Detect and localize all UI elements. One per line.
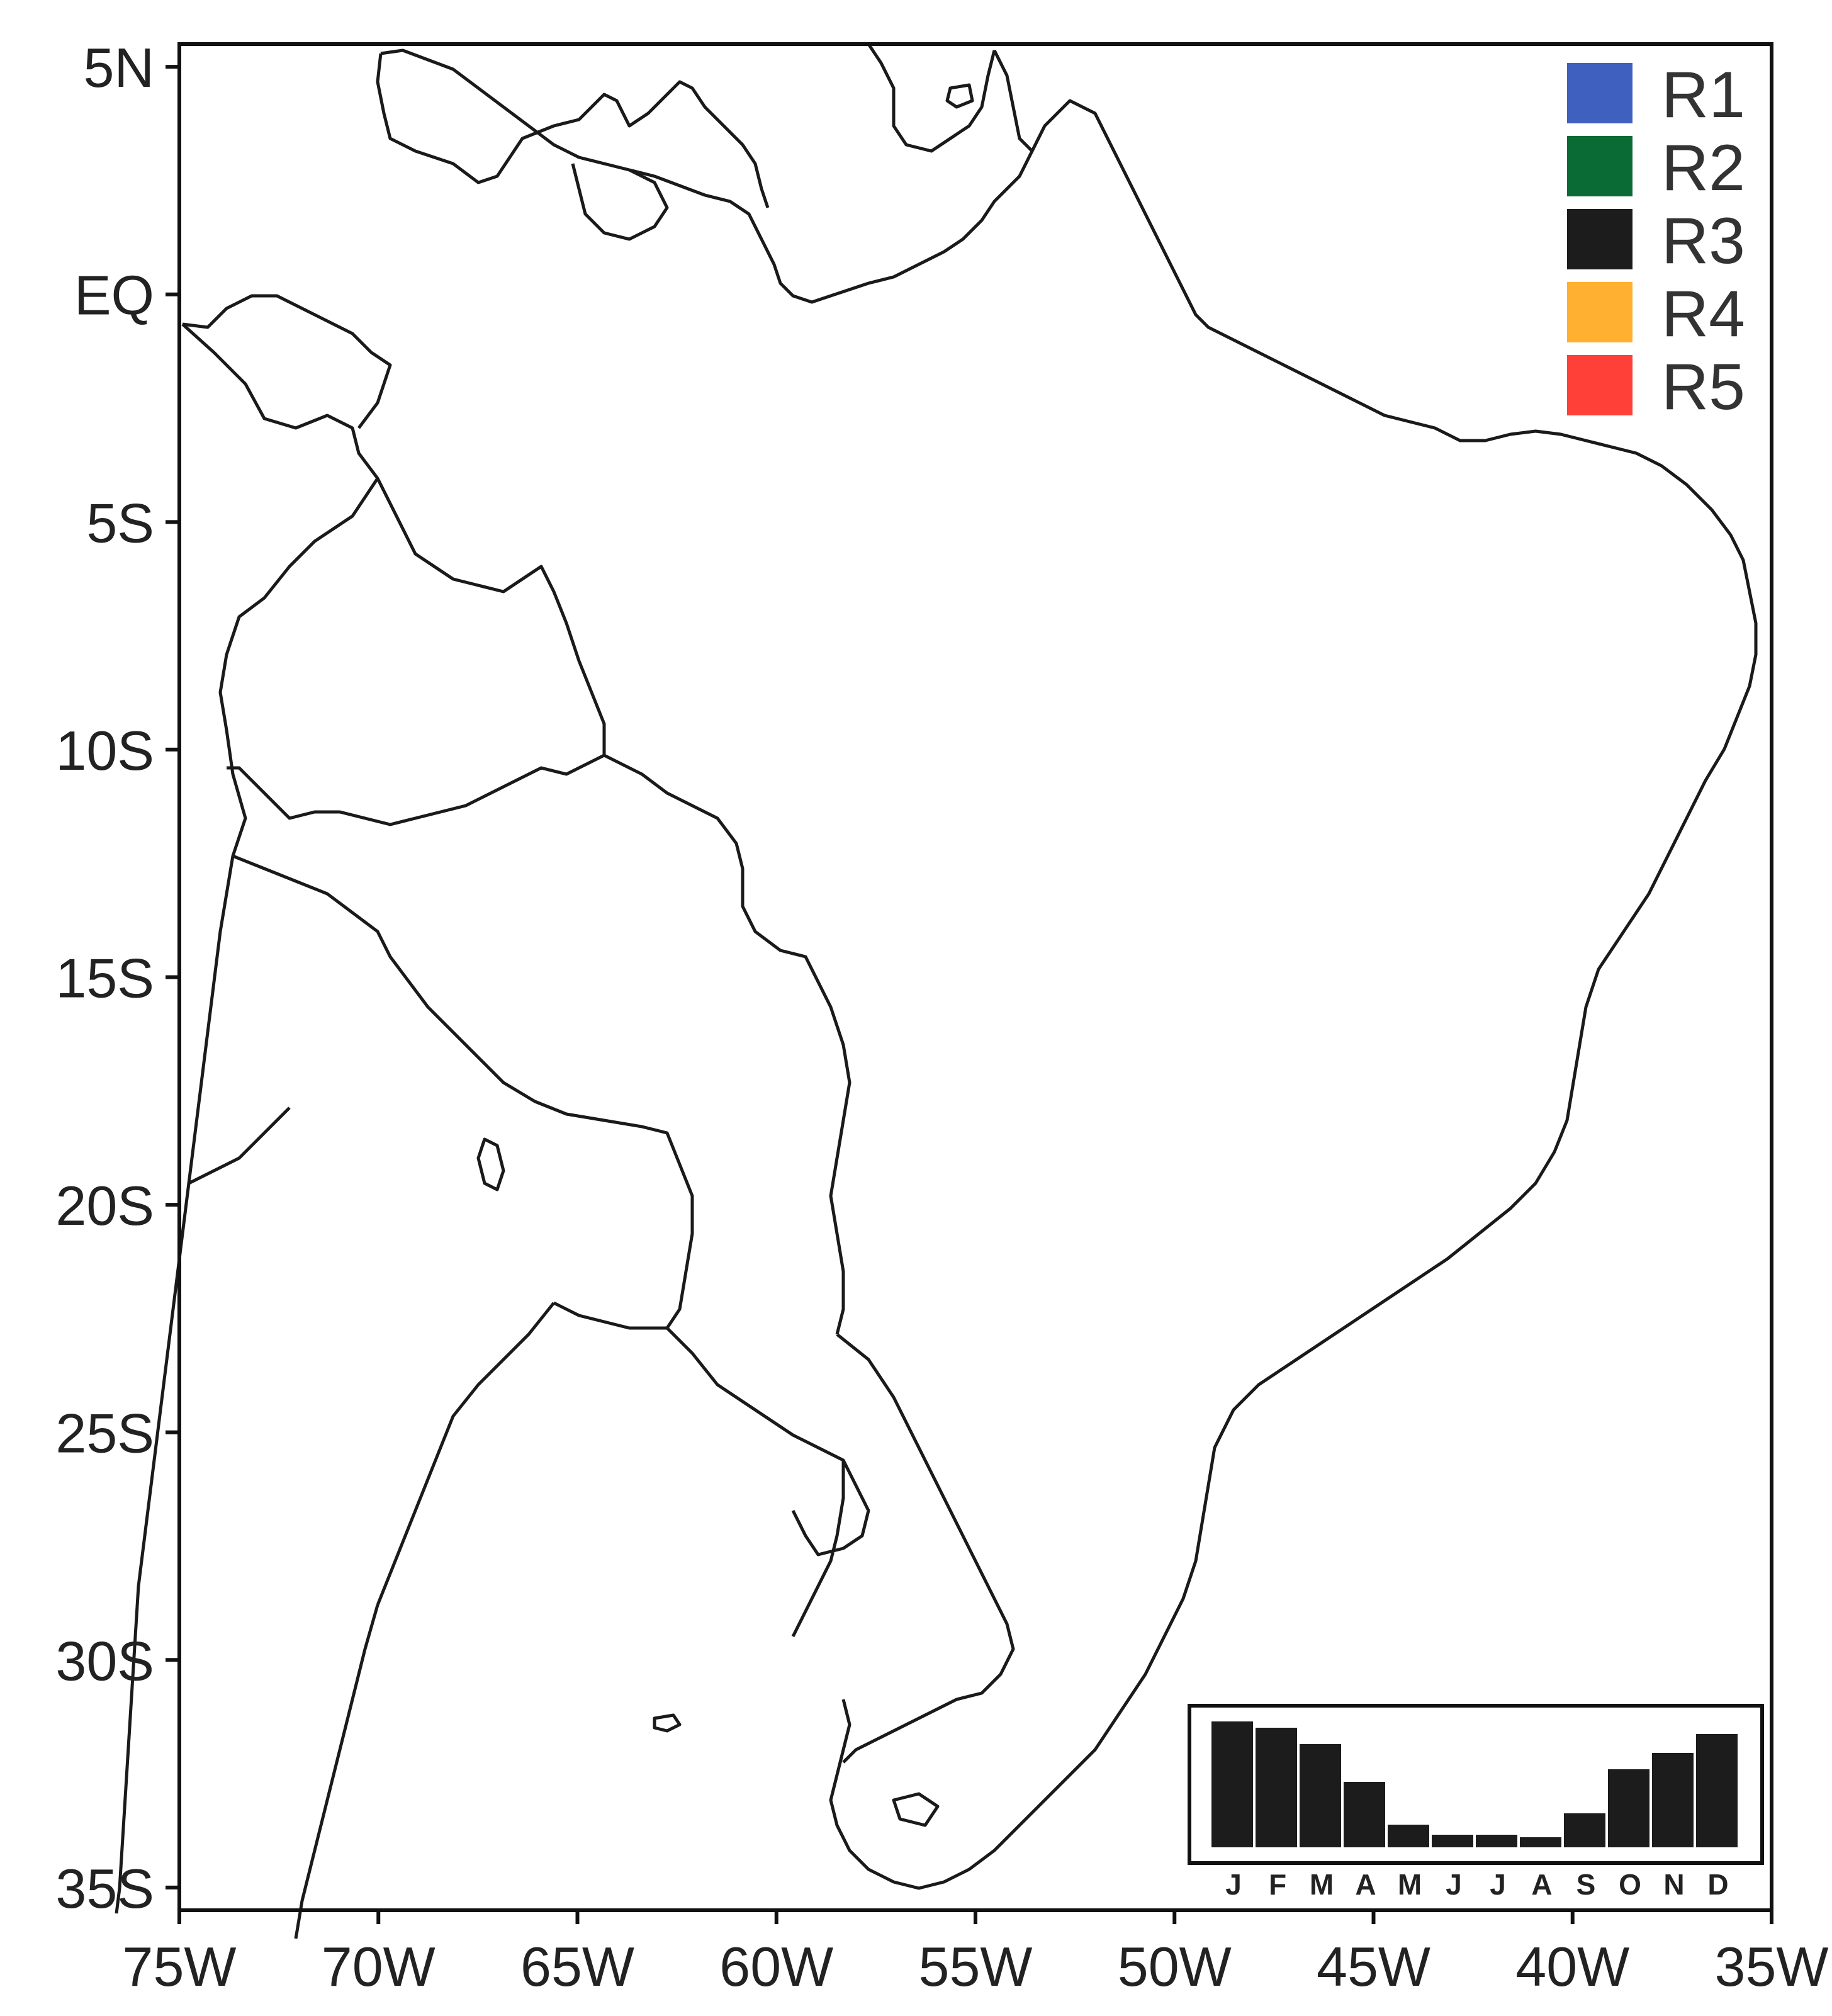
inset-bar xyxy=(1608,1769,1649,1847)
country-borders xyxy=(182,43,1033,1939)
legend-label-R3: R3 xyxy=(1661,205,1745,278)
inset-bar xyxy=(1564,1813,1605,1847)
y-tick-label: 5N xyxy=(84,37,155,99)
legend-label-R2: R2 xyxy=(1661,132,1745,205)
inset-month-label: D xyxy=(1707,1868,1728,1901)
x-tick-label: 35W xyxy=(1715,1935,1829,1998)
inset-bar xyxy=(1476,1835,1517,1847)
inset-bar xyxy=(1300,1744,1341,1847)
y-tick-label: 5S xyxy=(86,492,154,554)
x-tick-label: 55W xyxy=(919,1935,1033,1998)
inset-bar xyxy=(1388,1825,1429,1847)
inset-bar xyxy=(1256,1728,1297,1847)
inset-bar xyxy=(1696,1734,1738,1847)
legend-label-R5: R5 xyxy=(1661,351,1745,424)
x-tick-label: 60W xyxy=(719,1935,833,1998)
inset-bar xyxy=(1652,1753,1694,1847)
x-tick-label: 70W xyxy=(322,1935,436,1998)
x-tick-label: 75W xyxy=(123,1935,237,1998)
y-tick-label: 30S xyxy=(55,1630,154,1692)
y-axis: 5N EQ 5S 10S 15S 20S 25S 30S 35S xyxy=(55,37,179,1920)
y-tick-label: 35S xyxy=(55,1857,154,1920)
south-america-coastline xyxy=(115,48,1758,1914)
inset-month-label: M xyxy=(1398,1868,1422,1901)
x-tick-label: 40W xyxy=(1515,1935,1629,1998)
y-tick-label: 15S xyxy=(55,947,154,1010)
legend-swatch-R4 xyxy=(1567,282,1633,342)
x-axis: 75W 70W 65W 60W 55W 50W 45W 40W 35W xyxy=(123,1910,1829,1998)
y-tick-label: 10S xyxy=(55,719,154,782)
lake-outline xyxy=(945,83,974,109)
y-tick-label: 20S xyxy=(55,1174,154,1237)
inset-month-label: A xyxy=(1531,1868,1552,1901)
legend-swatch-R3 xyxy=(1567,209,1633,269)
legend-swatch-R1 xyxy=(1567,63,1633,123)
inset-bar xyxy=(1344,1782,1385,1847)
inset-month-label: S xyxy=(1576,1868,1596,1901)
legend-swatch-R5 xyxy=(1567,355,1633,415)
x-tick-label: 45W xyxy=(1317,1935,1430,1998)
inset-bars xyxy=(1211,1721,1738,1847)
y-tick-label: EQ xyxy=(74,264,154,327)
inset-month-label: M xyxy=(1310,1868,1334,1901)
inset-bar xyxy=(1432,1835,1473,1847)
inset-month-label: J xyxy=(1446,1868,1462,1901)
y-tick-label: 25S xyxy=(55,1402,154,1465)
legend-label-R4: R4 xyxy=(1661,278,1745,351)
inset-bar xyxy=(1211,1721,1253,1847)
inset-bar xyxy=(1520,1837,1561,1847)
inset-month-label: A xyxy=(1355,1868,1376,1901)
island-outline xyxy=(653,1713,682,1733)
inset-month-label: N xyxy=(1663,1868,1684,1901)
x-tick-label: 50W xyxy=(1118,1935,1232,1998)
coastline-layer xyxy=(115,43,1758,1939)
legend-label-R1: R1 xyxy=(1661,59,1745,132)
inset-month-label: O xyxy=(1619,1868,1641,1901)
inset-month-label: J xyxy=(1225,1868,1242,1901)
lake-titicaca-outline xyxy=(476,1137,505,1191)
legend-swatch-R2 xyxy=(1567,136,1633,196)
x-tick-label: 65W xyxy=(520,1935,634,1998)
inset-month-label: F xyxy=(1269,1868,1286,1901)
inset-month-label: J xyxy=(1490,1868,1506,1901)
lagoon-outline xyxy=(892,1792,940,1827)
